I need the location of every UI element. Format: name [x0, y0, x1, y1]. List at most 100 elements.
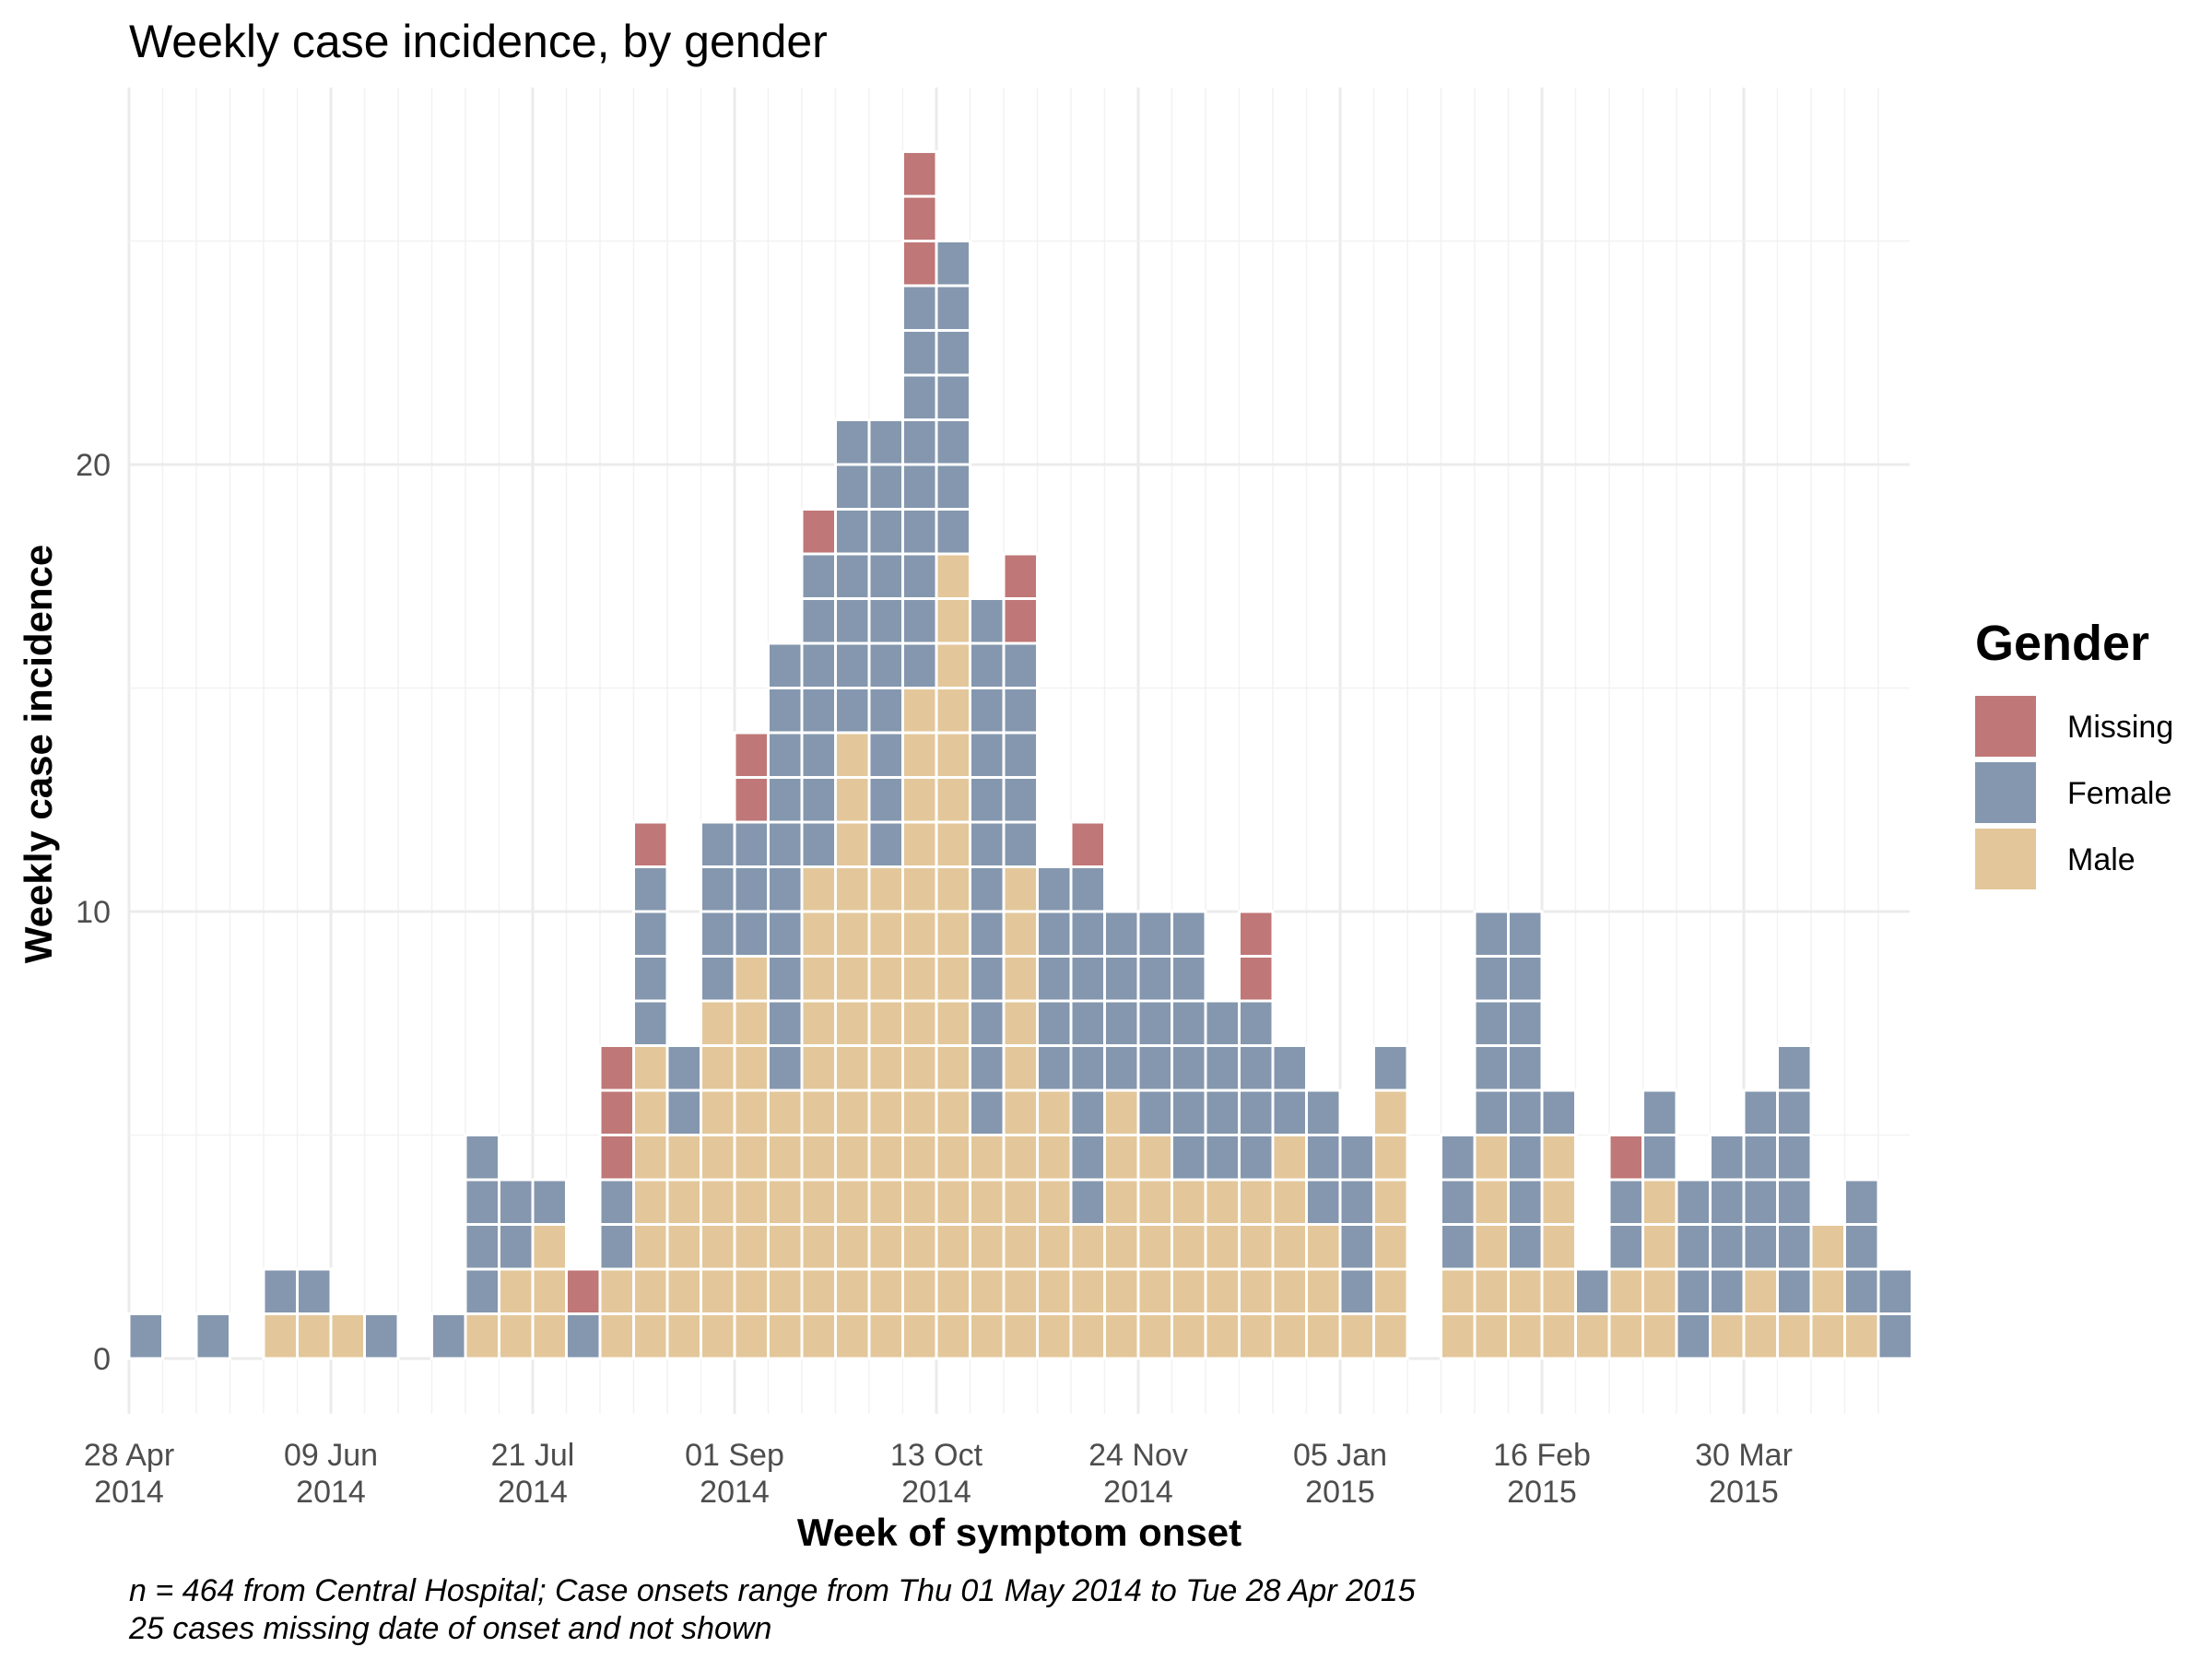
bar-tile-female: [1036, 865, 1073, 913]
bar-tile-male: [1204, 1267, 1241, 1315]
bar-tile-male: [1002, 1178, 1039, 1226]
bar-tile-female: [1607, 1178, 1644, 1226]
x-tick-label: 05 Jan: [1293, 1438, 1387, 1473]
bar-tile-male: [935, 820, 971, 868]
bar-tile-missing: [800, 508, 837, 556]
bar-tile-male: [867, 999, 904, 1047]
bar-tile-male: [901, 1312, 938, 1360]
bar-tile-female: [800, 820, 837, 868]
bar-tile-male: [700, 1178, 736, 1226]
bar-tile-male: [1776, 1312, 1813, 1360]
bar-tile-female: [1776, 1044, 1813, 1092]
bar-tile-female: [464, 1223, 500, 1271]
bar-tile-female: [935, 240, 971, 288]
bar-tile-male: [834, 1312, 871, 1360]
bar-tile-female: [767, 776, 804, 824]
bar-tile-female: [1002, 687, 1039, 735]
bar-tile-male: [700, 1223, 736, 1271]
x-tick-label: 2014: [94, 1475, 164, 1510]
bar-tile-male: [1574, 1312, 1611, 1360]
bar-tile-female: [1473, 1088, 1510, 1136]
bar-tile-male: [969, 1312, 1006, 1360]
bar-tile-female: [1002, 641, 1039, 689]
bar-tile-female: [1473, 999, 1510, 1047]
bar-tile-female: [1069, 910, 1106, 958]
bar-tile-male: [834, 1044, 871, 1092]
bar-tile-female: [1440, 1178, 1477, 1226]
bar-tile-female: [767, 999, 804, 1047]
bar-tile-female: [1440, 1134, 1477, 1182]
bar-tile-male: [1305, 1223, 1342, 1271]
bar-tile-male: [1036, 1267, 1073, 1315]
bar-tile-male: [1002, 1134, 1039, 1182]
bar-tile-male: [733, 1044, 770, 1092]
x-tick-label: 30 Mar: [1695, 1438, 1793, 1473]
bar-tile-male: [1171, 1267, 1207, 1315]
bar-tile-male: [1607, 1312, 1644, 1360]
bar-tile-male: [1507, 1267, 1544, 1315]
bar-tile-male: [1540, 1267, 1577, 1315]
bar-tile-female: [665, 1044, 702, 1092]
bar-tile-female: [901, 508, 938, 556]
bar-tile-male: [901, 731, 938, 779]
bar-tile-female: [1171, 955, 1207, 1003]
bar-tile-male: [1002, 999, 1039, 1047]
bar-tile-male: [498, 1267, 535, 1315]
bar-tile-male: [1372, 1134, 1409, 1182]
bar-tile-female: [834, 597, 871, 645]
bar-tile-male: [1641, 1223, 1678, 1271]
bar-tile-male: [1204, 1312, 1241, 1360]
bar-tile-missing: [901, 240, 938, 288]
bar-tile-female: [1103, 1044, 1140, 1092]
bar-tile-male: [1171, 1223, 1207, 1271]
bar-tile-female: [700, 865, 736, 913]
bar-tile-missing: [901, 150, 938, 198]
bar-tile-male: [935, 999, 971, 1047]
bar-tile-male: [1103, 1178, 1140, 1226]
bar-tile-female: [1843, 1267, 1880, 1315]
bar-tile-male: [1136, 1267, 1173, 1315]
bar-tile-female: [800, 641, 837, 689]
bar-tile-male: [1238, 1312, 1275, 1360]
bar-tile-male: [867, 1223, 904, 1271]
bar-tile-male: [700, 1088, 736, 1136]
bar-tile-female: [1136, 955, 1173, 1003]
bar-tile-female: [767, 955, 804, 1003]
bar-tile-male: [1002, 1088, 1039, 1136]
bar-tile-female: [632, 999, 669, 1047]
bar-tile-female: [1036, 910, 1073, 958]
bar-tile-male: [1136, 1312, 1173, 1360]
bar-tile-female: [834, 508, 871, 556]
bar-tile-female: [1305, 1178, 1342, 1226]
bar-tile-male: [969, 1223, 1006, 1271]
bar-tile-male: [935, 955, 971, 1003]
bar-tile-male: [1136, 1134, 1173, 1182]
bar-tile-male: [1742, 1312, 1779, 1360]
bar-tile-female: [867, 597, 904, 645]
legend-swatch-male: [1975, 829, 2036, 889]
bar-tile-male: [632, 1312, 669, 1360]
bar-tile-male: [834, 865, 871, 913]
x-tick-label: 21 Jul: [491, 1438, 575, 1473]
bar-tile-male: [969, 1134, 1006, 1182]
bar-tile-male: [969, 1178, 1006, 1226]
bar-tile-male: [665, 1312, 702, 1360]
bar-tile-male: [935, 641, 971, 689]
bar-tile-female: [1742, 1223, 1779, 1271]
bar-tile-male: [901, 999, 938, 1047]
bar-tile-male: [901, 1044, 938, 1092]
bar-tile-male: [1036, 1088, 1073, 1136]
bar-tile-female: [1742, 1178, 1779, 1226]
bar-tile-male: [1002, 1267, 1039, 1315]
bar-tile-female: [1136, 999, 1173, 1047]
bar-tile-missing: [733, 731, 770, 779]
bar-tile-female: [1641, 1134, 1678, 1182]
bar-tile-female: [834, 418, 871, 466]
bar-tile-female: [1675, 1223, 1712, 1271]
x-tick-label: 2014: [700, 1475, 770, 1510]
bar-tile-male: [733, 1223, 770, 1271]
legend-title: Gender: [1975, 616, 2149, 671]
bar-tile-male: [834, 955, 871, 1003]
bar-tile-male: [1036, 1223, 1073, 1271]
x-tick-label: 2014: [296, 1475, 366, 1510]
